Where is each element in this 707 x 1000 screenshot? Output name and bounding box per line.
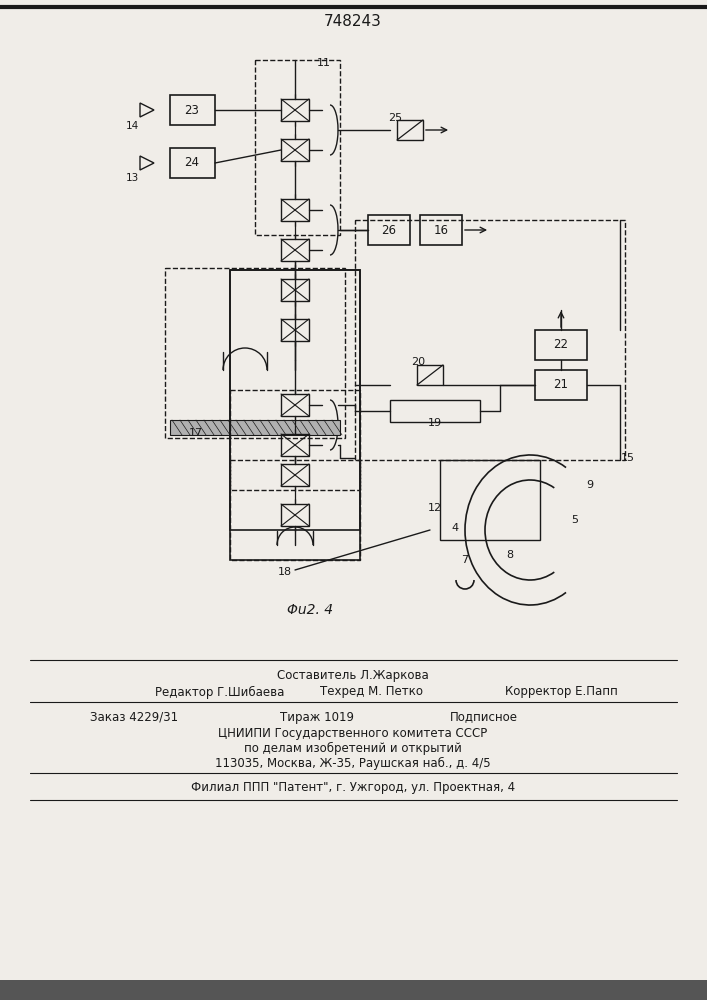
Bar — [535, 370, 587, 400]
Text: 22: 22 — [554, 338, 568, 352]
Text: Техред М. Петко: Техред М. Петко — [320, 686, 423, 698]
Text: 748243: 748243 — [324, 14, 382, 29]
Text: 18: 18 — [278, 567, 292, 577]
Bar — [281, 504, 309, 526]
Text: 17: 17 — [189, 428, 203, 438]
Bar — [255, 60, 340, 235]
Text: Подписное: Подписное — [450, 710, 518, 724]
Text: Филиал ППП "Патент", г. Ужгород, ул. Проектная, 4: Филиал ППП "Патент", г. Ужгород, ул. Про… — [191, 780, 515, 794]
Bar — [170, 420, 340, 435]
Text: 4: 4 — [452, 523, 459, 533]
Text: 113035, Москва, Ж-35, Раушская наб., д. 4/5: 113035, Москва, Ж-35, Раушская наб., д. … — [215, 756, 491, 770]
Text: Редактор Г.Шибаева: Редактор Г.Шибаева — [155, 685, 284, 699]
Text: 11: 11 — [317, 58, 331, 68]
Text: 20: 20 — [411, 357, 425, 367]
Bar — [165, 268, 345, 438]
Text: 9: 9 — [586, 480, 594, 490]
Text: Φu2. 4: Φu2. 4 — [287, 603, 333, 617]
Bar — [281, 394, 309, 416]
Bar — [281, 464, 309, 486]
Bar — [420, 215, 462, 245]
Text: 23: 23 — [185, 104, 199, 116]
Bar — [397, 120, 423, 140]
Bar — [355, 220, 625, 460]
Bar — [0, 980, 707, 1000]
Bar — [281, 199, 309, 221]
Text: 19: 19 — [428, 418, 442, 428]
Bar — [417, 365, 443, 385]
Bar — [390, 400, 480, 422]
Bar — [440, 460, 540, 540]
Text: 16: 16 — [433, 224, 448, 236]
Text: 14: 14 — [125, 121, 139, 131]
Bar — [281, 139, 309, 161]
Text: 15: 15 — [621, 453, 635, 463]
Bar — [281, 319, 309, 341]
Bar — [170, 95, 215, 125]
Bar — [281, 239, 309, 261]
Text: Тираж 1019: Тираж 1019 — [280, 710, 354, 724]
Bar — [230, 270, 360, 560]
Text: 12: 12 — [428, 503, 442, 513]
Text: 26: 26 — [382, 224, 397, 236]
Text: 7: 7 — [462, 555, 469, 565]
Bar — [281, 99, 309, 121]
Bar — [281, 279, 309, 301]
Text: Заказ 4229/31: Заказ 4229/31 — [90, 710, 178, 724]
Text: ЦНИИПИ Государственного комитета СССР: ЦНИИПИ Государственного комитета СССР — [218, 726, 488, 740]
Bar — [281, 434, 309, 456]
Text: 21: 21 — [554, 378, 568, 391]
Bar — [368, 215, 410, 245]
Bar — [230, 460, 360, 560]
Text: Составитель Л.Жаркова: Составитель Л.Жаркова — [277, 668, 429, 682]
Bar — [230, 390, 360, 490]
Text: Корректор Е.Папп: Корректор Е.Папп — [505, 686, 618, 698]
Text: по делам изобретений и открытий: по делам изобретений и открытий — [244, 741, 462, 755]
Text: 25: 25 — [388, 113, 402, 123]
Text: 8: 8 — [506, 550, 513, 560]
Bar — [170, 148, 215, 178]
Text: 24: 24 — [185, 156, 199, 169]
Bar — [535, 330, 587, 360]
Text: 13: 13 — [125, 173, 139, 183]
Bar — [230, 270, 360, 530]
Text: 5: 5 — [571, 515, 578, 525]
